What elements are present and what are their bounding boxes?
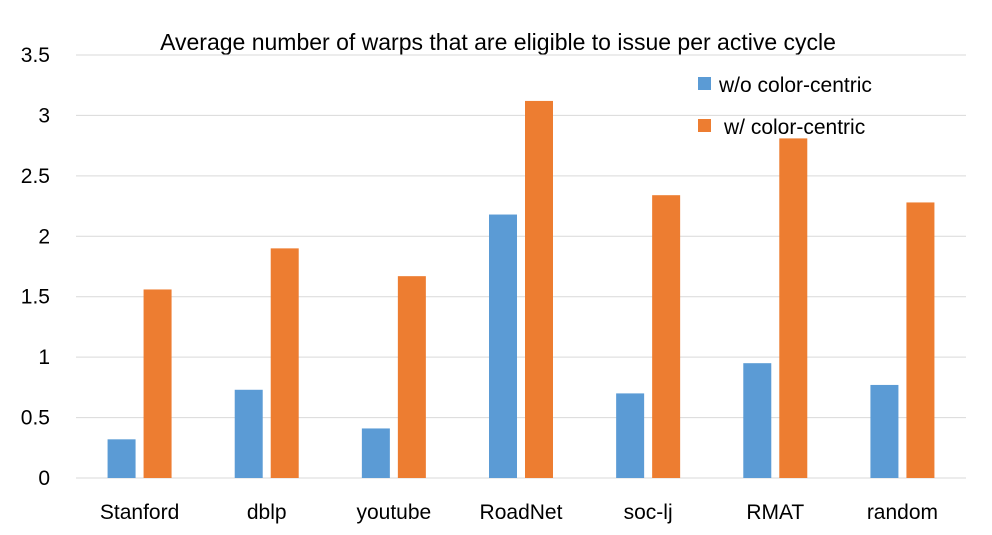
x-tick-label: RoadNet [480,501,563,524]
bar-with-color-centric-rmat [779,138,808,479]
y-tick-label: 2.5 [21,165,50,188]
x-axis-tick-labels: Stanford dblp youtube RoadNet soc-lj RMAT rand… [100,501,938,524]
bar-without-color-centric-roadnet [489,214,517,478]
bar-without-color-centric-youtube [361,428,390,478]
x-tick-label: RMAT [746,501,804,524]
y-tick-label: 0 [38,467,50,490]
x-tick-label: dblp [247,501,287,524]
chart-title: Average number of warps that are eligibl… [160,29,836,55]
x-tick-label: soc-lj [624,501,673,524]
y-tick-label: 2 [38,225,50,248]
legend-swatch [698,119,711,132]
bars [107,100,935,479]
bar-without-color-centric-stanford [107,439,136,478]
bar-with-color-centric-soc-lj [652,195,681,479]
legend-label: w/ color-centric [723,116,865,139]
x-tick-label: Stanford [100,501,179,524]
y-tick-label: 0.5 [21,407,50,430]
bar-with-color-centric-random [906,202,935,478]
bar-with-color-centric-roadnet [525,100,553,478]
x-tick-label: random [867,501,938,524]
legend: w/o color-centric w/ color-centric [698,74,872,139]
bar-without-color-centric-soc-lj [616,393,645,478]
legend-label: w/o color-centric [718,74,872,97]
x-tick-label: youtube [356,501,431,524]
bar-with-color-centric-stanford [143,289,172,478]
bar-with-color-centric-youtube [397,276,426,478]
y-tick-label: 1 [38,346,50,369]
y-tick-label: 1.5 [21,286,50,309]
y-tick-label: 3 [38,104,50,127]
legend-swatch [698,77,711,90]
y-tick-label: 3.5 [21,44,50,67]
gridlines [76,54,966,479]
y-axis-tick-labels: 0 0.5 1 1.5 2 2.5 3 3.5 [21,44,50,490]
bar-without-color-centric-random [870,384,899,478]
bar-without-color-centric-dblp [234,389,263,478]
bar-without-color-centric-rmat [743,363,772,478]
bar-with-color-centric-dblp [270,248,299,478]
